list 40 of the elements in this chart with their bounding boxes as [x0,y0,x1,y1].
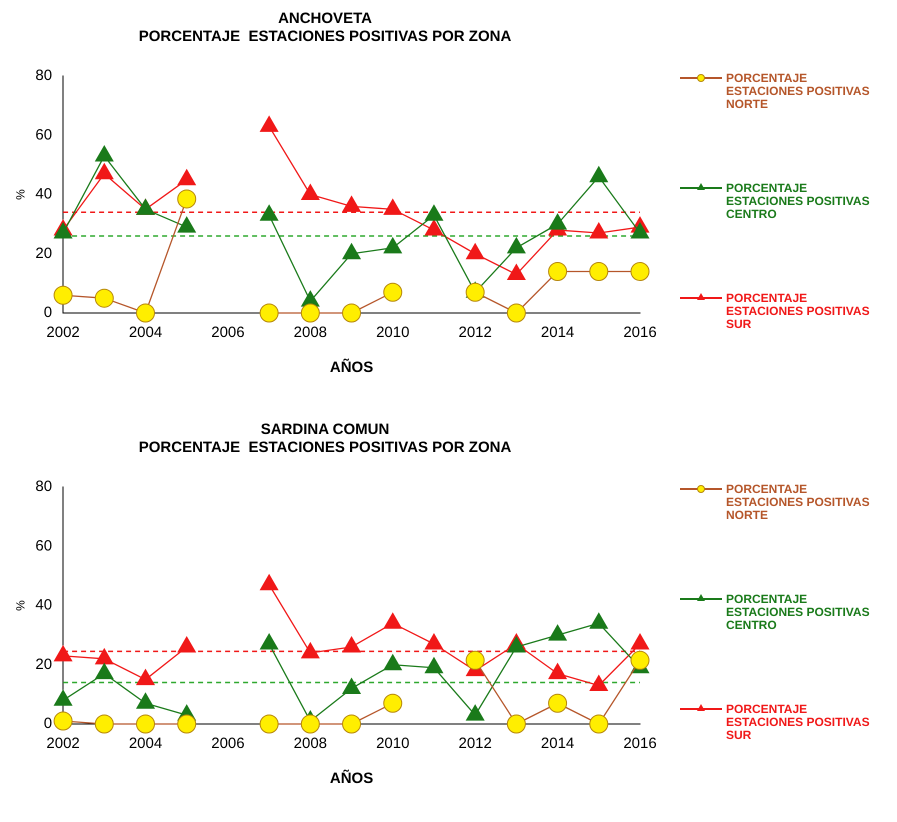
x-tick-label: 2010 [376,735,410,752]
x-tick-label: 2004 [128,324,162,342]
x-axis-title: AÑOS [330,769,374,788]
x-tick-label: 2002 [46,735,80,752]
x-tick-label: 2014 [540,735,574,752]
y-tick-label: 80 [35,67,52,84]
y-tick-label: 60 [35,537,52,554]
legend-label: PORCENTAJE ESTACIONES POSITIVAS SUR [726,291,871,331]
y-tick-label: 40 [35,186,52,203]
x-tick-label: 2004 [128,735,162,752]
legend-label: PORCENTAJE ESTACIONES POSITIVAS CENTRO [726,181,871,221]
x-tick-label: 2016 [623,324,657,342]
y-tick-label: 40 [35,596,52,614]
x-tick-label: 2006 [211,735,245,752]
y-tick-label: 60 [35,126,52,144]
x-tick-label: 2008 [294,324,328,342]
y-tick-label: 20 [35,656,52,673]
chart-subtitle: PORCENTAJE ESTACIONES POSITIVAS POR ZONA [138,28,512,46]
x-tick-label: 2016 [623,735,657,752]
y-axis-title: % [14,600,28,611]
x-tick-label: 2012 [458,324,492,342]
y-tick-label: 80 [35,478,52,496]
legend-label: PORCENTAJE ESTACIONES POSITIVAS CENTRO [726,592,871,632]
chart-title: SARDINA COMUN [260,421,390,438]
y-tick-label: 0 [44,304,52,322]
x-tick-label: 2014 [540,324,574,342]
chart-title: ANCHOVETA [278,10,372,28]
x-tick-label: 2008 [294,735,328,752]
x-tick-label: 2012 [458,735,492,752]
legend-label: PORCENTAJE ESTACIONES POSITIVAS NORTE [726,71,871,111]
legend-label: PORCENTAJE ESTACIONES POSITIVAS SUR [726,702,871,742]
x-tick-label: 2002 [46,324,80,342]
x-tick-label: 2006 [211,324,245,342]
y-tick-label: 0 [44,715,52,732]
x-tick-label: 2010 [376,324,410,342]
y-axis-title: % [14,188,28,200]
legend-label: PORCENTAJE ESTACIONES POSITIVAS NORTE [726,482,871,522]
y-tick-label: 20 [35,244,52,262]
x-axis-title: AÑOS [330,358,374,376]
chart-subtitle: PORCENTAJE ESTACIONES POSITIVAS POR ZONA [138,439,512,456]
